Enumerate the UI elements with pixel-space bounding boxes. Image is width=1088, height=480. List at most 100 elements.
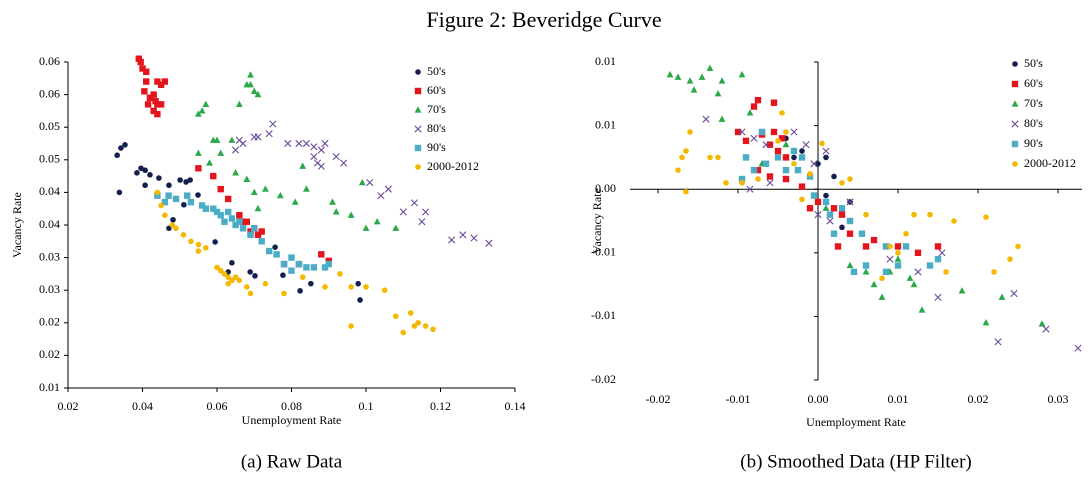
marker-square — [157, 81, 165, 89]
marker-square — [217, 185, 224, 193]
marker-square — [165, 192, 172, 199]
marker-triangle — [1038, 320, 1046, 327]
marker-square — [934, 255, 942, 263]
marker-square — [894, 262, 902, 269]
marker-triangle — [254, 90, 262, 98]
marker-circle — [272, 244, 278, 250]
marker-circle — [337, 271, 343, 277]
marker-triangle — [782, 140, 790, 148]
x-tick-label: 0.04 — [132, 399, 153, 413]
marker-x — [746, 185, 754, 193]
marker-circle — [195, 248, 202, 254]
marker-circle — [911, 211, 917, 218]
marker-circle — [755, 176, 761, 182]
marker-square — [750, 166, 758, 174]
marker-circle — [181, 201, 187, 208]
marker-circle — [1007, 256, 1013, 262]
marker-square — [224, 195, 232, 203]
marker-triangle — [243, 175, 251, 182]
marker-triangle — [738, 70, 746, 78]
marker-square — [139, 65, 146, 72]
marker-triangle — [746, 109, 754, 116]
marker-x — [822, 147, 830, 155]
marker-triangle — [291, 198, 299, 205]
marker-square — [273, 251, 280, 258]
marker-square — [202, 205, 210, 212]
marker-circle — [400, 329, 407, 336]
marker-circle — [839, 180, 845, 186]
marker-square — [810, 192, 818, 199]
marker-x — [366, 179, 374, 187]
marker-square — [774, 154, 782, 161]
marker-x — [295, 139, 303, 148]
marker-square — [141, 88, 148, 95]
marker-circle — [791, 154, 797, 161]
marker-triangle — [228, 136, 236, 143]
marker-circle — [147, 171, 153, 178]
marker-square — [243, 218, 250, 225]
marker-x — [886, 255, 894, 263]
marker-square — [822, 198, 830, 206]
marker-triangle — [894, 255, 902, 262]
marker-circle — [158, 202, 164, 209]
marker-square — [826, 211, 834, 218]
marker-circle — [195, 241, 202, 248]
marker-x — [265, 130, 273, 138]
marker-square — [870, 236, 878, 244]
marker-x — [814, 211, 822, 219]
marker-x — [802, 141, 810, 149]
marker-circle — [415, 164, 421, 170]
marker-triangle — [299, 162, 307, 169]
marker-square — [1011, 140, 1019, 148]
marker-x — [414, 125, 422, 133]
marker-circle — [422, 323, 429, 329]
marker-x — [762, 141, 770, 149]
marker-circle — [299, 274, 306, 280]
marker-circle — [118, 145, 124, 151]
marker-circle — [221, 271, 228, 277]
marker-circle — [262, 280, 269, 287]
marker-circle — [819, 140, 825, 147]
marker-square — [154, 101, 161, 108]
marker-square — [288, 267, 295, 274]
marker-circle — [863, 211, 869, 218]
marker-circle — [154, 189, 161, 196]
marker-square — [830, 205, 838, 212]
marker-square — [414, 144, 422, 152]
marker-square — [882, 243, 890, 250]
marker-triangle — [666, 70, 674, 78]
marker-square — [144, 101, 152, 108]
marker-circle — [887, 243, 893, 250]
y-tick-label: 0.00 — [595, 181, 616, 195]
y-tick-label: 0.06 — [39, 86, 60, 100]
marker-square — [288, 254, 295, 261]
marker-circle — [166, 182, 172, 189]
marker-square — [774, 147, 782, 155]
marker-square — [806, 205, 814, 212]
marker-circle — [214, 264, 220, 271]
marker-triangle — [198, 107, 206, 114]
marker-triangle — [958, 287, 966, 294]
marker-circle — [807, 171, 813, 177]
marker-circle — [203, 245, 209, 251]
marker-x — [332, 152, 340, 161]
marker-circle — [411, 323, 418, 329]
marker-triangle — [910, 280, 918, 288]
x-tick-label: 0.06 — [207, 399, 228, 413]
marker-square — [766, 141, 774, 148]
legend-label: 50's — [427, 64, 446, 78]
marker-circle — [162, 212, 168, 219]
marker-triangle — [414, 106, 422, 113]
marker-square — [742, 154, 750, 161]
marker-triangle — [373, 217, 381, 225]
marker-circle — [180, 231, 187, 238]
marker-square — [143, 78, 150, 85]
marker-triangle — [247, 81, 254, 88]
legend-label: 60's — [427, 83, 446, 97]
marker-circle — [687, 129, 693, 135]
marker-square — [161, 78, 169, 85]
marker-square — [850, 268, 858, 276]
marker-square — [414, 87, 422, 95]
marker-square — [239, 218, 247, 225]
x-axis-title: Unemployment Rate — [806, 415, 906, 429]
